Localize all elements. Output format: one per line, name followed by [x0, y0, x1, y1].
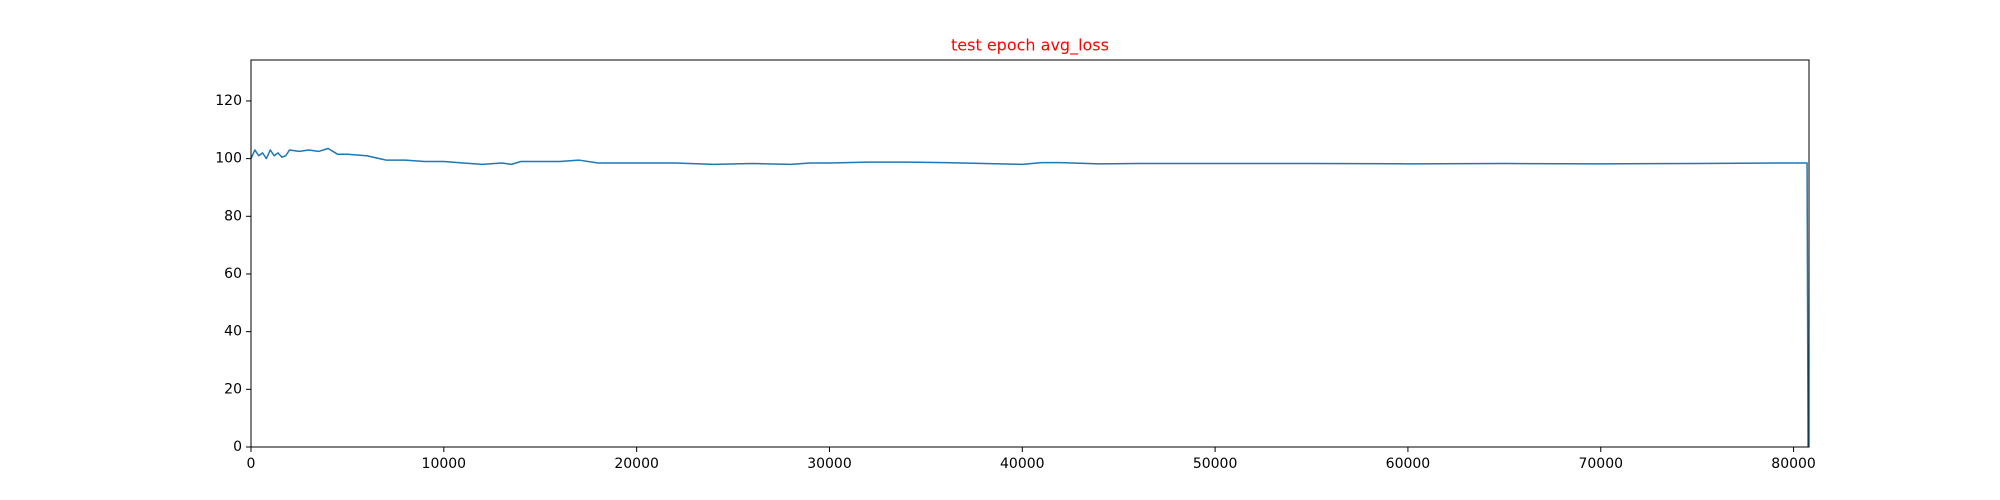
data-line	[250, 147, 1809, 448]
y-tick-label: 0	[233, 439, 242, 455]
x-tick-label: 50000	[1193, 456, 1238, 472]
x-tick-label: 10000	[422, 456, 467, 472]
y-tick-label: 80	[224, 208, 242, 224]
y-tick-label: 20	[224, 381, 242, 397]
chart-title: test epoch avg_loss	[951, 36, 1109, 56]
x-tick-label: 40000	[1000, 456, 1045, 472]
y-tick-label: 60	[224, 266, 242, 282]
x-tick-label: 20000	[614, 456, 659, 472]
y-tick-label: 120	[215, 93, 242, 109]
x-tick-label: 30000	[807, 456, 852, 472]
x-tick-label: 60000	[1386, 456, 1431, 472]
x-tick-label: 70000	[1578, 456, 1623, 472]
y-tick-label: 100	[215, 151, 242, 167]
x-tick-label: 80000	[1771, 456, 1816, 472]
plot-frame	[250, 59, 1810, 448]
y-tick-label: 40	[224, 324, 242, 340]
x-tick-label: 0	[247, 456, 256, 472]
